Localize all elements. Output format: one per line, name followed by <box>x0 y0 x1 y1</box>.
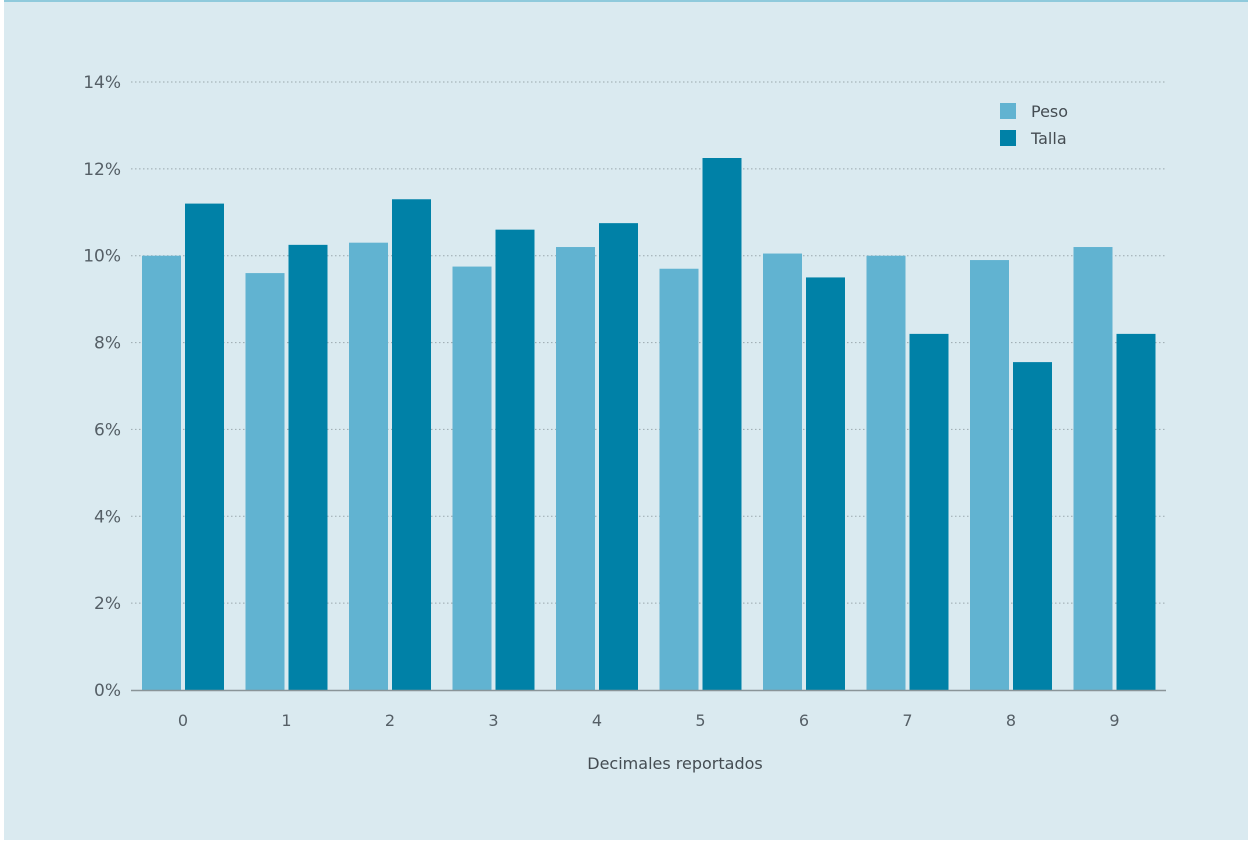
bar-talla-0 <box>185 203 224 690</box>
y-tick-label: 10% <box>83 247 121 267</box>
x-tick-label: 1 <box>281 711 291 730</box>
bars <box>142 158 1156 691</box>
bar-peso-2 <box>349 242 388 690</box>
x-tick-label: 2 <box>385 711 395 730</box>
x-tick-label: 4 <box>592 711 602 730</box>
bar-talla-5 <box>702 158 742 690</box>
x-tick-label: 8 <box>1006 711 1016 730</box>
bar-peso-8 <box>970 260 1009 690</box>
bar-peso-5 <box>659 268 699 690</box>
x-tick-label: 5 <box>695 711 705 730</box>
y-tick-label: 0% <box>94 681 121 701</box>
y-tick-label: 4% <box>94 507 121 527</box>
bar-peso-0 <box>142 255 181 690</box>
legend-label-peso: Peso <box>1031 102 1068 121</box>
x-tick-label: 0 <box>178 711 188 730</box>
y-tick-label: 12% <box>83 160 121 180</box>
bar-peso-3 <box>452 266 492 690</box>
bar-talla-1 <box>288 244 328 690</box>
y-axis-ticks: 0% 2% 4% 6% 8% 10% 12% 14% <box>83 73 121 701</box>
y-tick-label: 2% <box>94 594 121 614</box>
bar-peso-1 <box>245 273 285 690</box>
x-tick-label: 9 <box>1109 711 1119 730</box>
legend: Peso Talla <box>1000 102 1068 148</box>
bar-talla-9 <box>1116 333 1156 690</box>
bar-peso-6 <box>763 253 802 691</box>
y-tick-label: 8% <box>94 334 121 354</box>
legend-swatch-peso <box>1000 103 1016 119</box>
bar-talla-7 <box>909 333 949 690</box>
y-tick-label: 6% <box>94 420 121 440</box>
legend-swatch-talla <box>1000 130 1016 146</box>
bar-talla-8 <box>1013 362 1052 690</box>
gridlines <box>131 81 1166 604</box>
x-axis-ticks: 0 1 2 3 4 5 6 7 8 9 <box>178 711 1120 730</box>
x-axis-label: Decimales reportados <box>587 754 762 773</box>
x-tick-label: 7 <box>902 711 912 730</box>
bar-peso-7 <box>866 255 906 690</box>
bar-talla-2 <box>392 199 431 690</box>
x-tick-label: 6 <box>799 711 809 730</box>
bar-talla-6 <box>806 277 845 690</box>
y-tick-label: 14% <box>83 73 121 93</box>
bar-peso-9 <box>1073 247 1113 690</box>
bar-talla-4 <box>599 223 638 690</box>
x-tick-label: 3 <box>488 711 498 730</box>
bar-peso-4 <box>556 247 595 690</box>
bar-talla-3 <box>495 229 535 690</box>
legend-label-talla: Talla <box>1030 129 1067 148</box>
